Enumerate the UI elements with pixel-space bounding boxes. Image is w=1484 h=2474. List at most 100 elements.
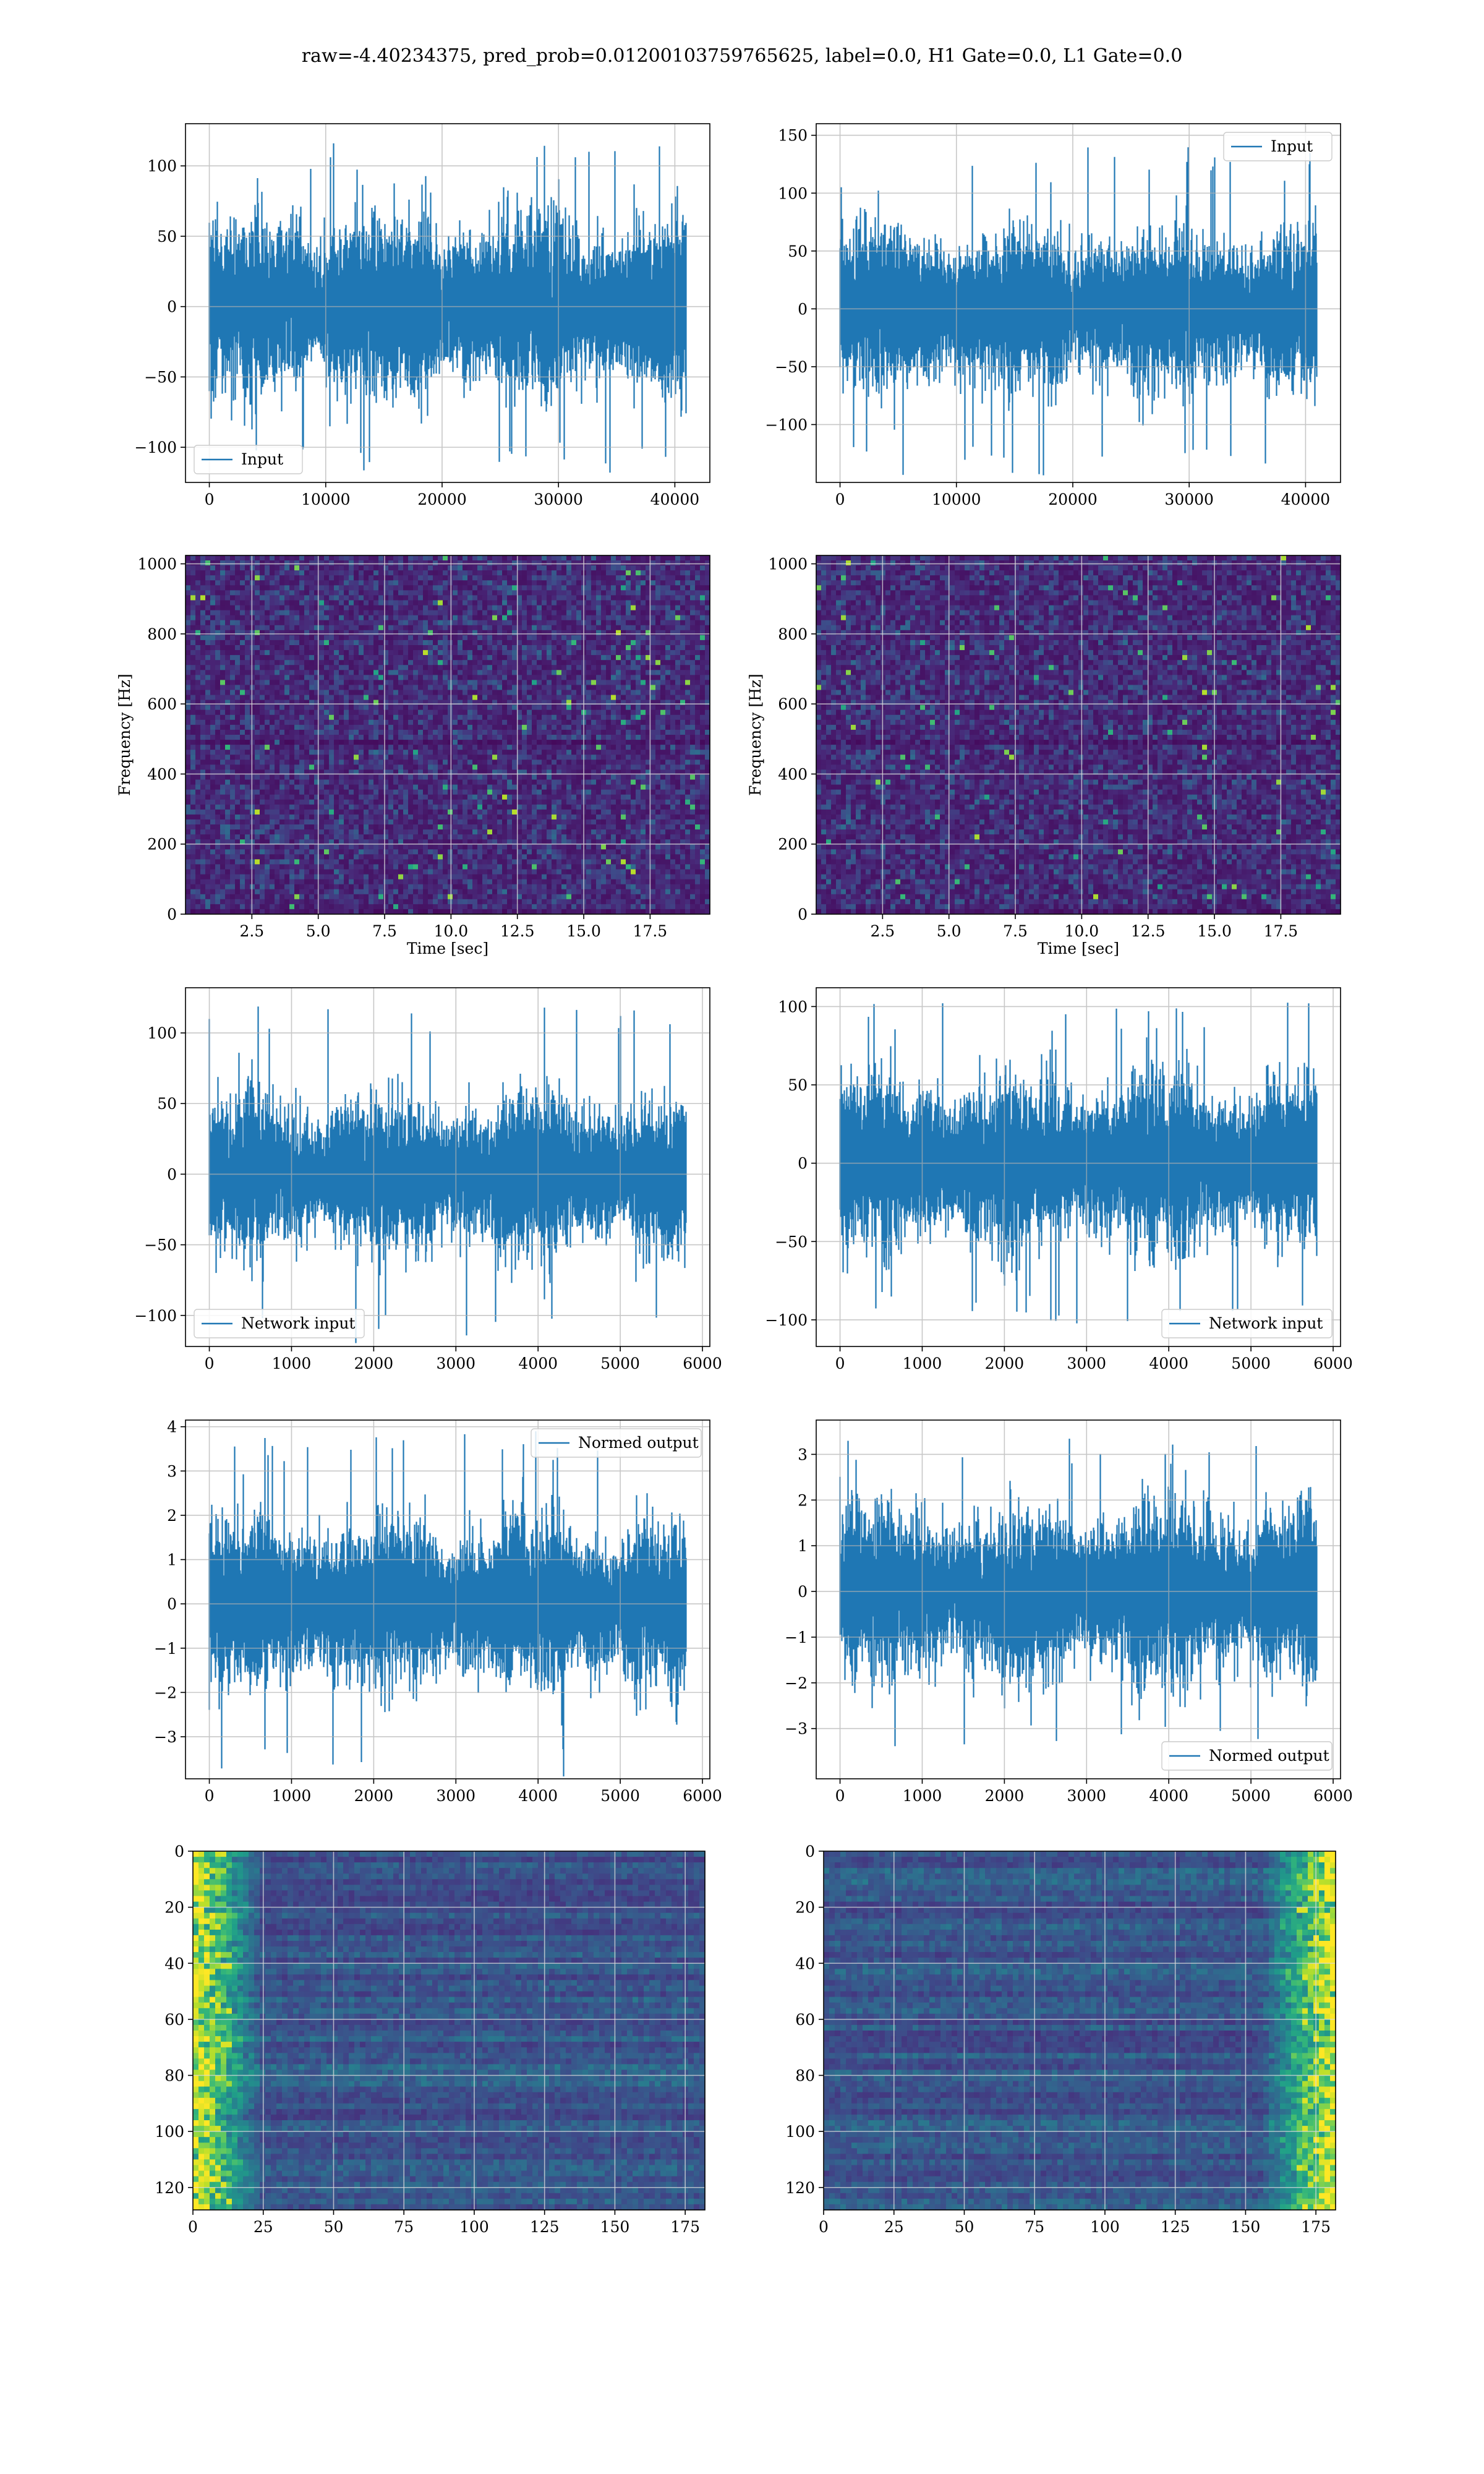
spec-h1-cell — [200, 755, 206, 760]
spec-h1-cell — [388, 769, 394, 776]
spec-h1-cell — [383, 580, 389, 586]
spec-h1-cell — [606, 769, 612, 776]
spec-h1-cell — [695, 695, 701, 701]
spec-h1-cell — [547, 769, 552, 776]
spec-h1-cell — [299, 670, 305, 675]
spec-h1-cell — [220, 635, 226, 641]
spec-h1-cell — [636, 635, 641, 641]
spec-h1-cell — [700, 755, 706, 760]
spec-h1-cell — [373, 670, 379, 675]
spec-h1-cell — [339, 784, 344, 790]
spec-h1-cell — [492, 615, 498, 621]
spec-h1-cell — [507, 755, 513, 760]
spec-h1-cell — [492, 764, 498, 770]
spec-h1-cell — [507, 714, 513, 721]
spec-h1-cell — [220, 565, 226, 571]
spec-h1-cell — [537, 735, 542, 740]
spec-h1-cell — [413, 565, 419, 571]
spec-h1-cell — [275, 660, 280, 666]
spec-h1-cell — [626, 670, 631, 675]
input-l1-grid — [816, 124, 1341, 482]
spec-h1-cell — [646, 635, 651, 641]
spec-h1-cell — [359, 615, 364, 621]
spec-h1-cell — [324, 605, 330, 611]
spec-h1-cell — [255, 600, 260, 606]
spec-h1-cell — [571, 610, 577, 616]
spec-h1-cell — [413, 645, 419, 651]
spec-h1-cell — [354, 585, 359, 591]
spec-h1-cell — [369, 590, 374, 596]
spec-h1-cell — [369, 580, 374, 586]
spec-h1-cell — [596, 675, 602, 680]
spec-h1-cell — [680, 680, 686, 686]
spec-h1-cell — [413, 755, 419, 760]
spec-h1-cell — [690, 685, 696, 691]
spec-h1-cell — [482, 774, 488, 781]
spec-h1-cell — [463, 555, 468, 561]
spec-h1-cell — [210, 724, 216, 730]
spec-h1-cell — [438, 570, 443, 576]
spec-h1-cell — [388, 750, 394, 755]
spec-h1-cell — [556, 745, 562, 750]
spec-h1-cell — [378, 779, 384, 785]
spec-h1-cell — [349, 685, 354, 691]
spec-h1-cell — [690, 655, 696, 661]
spec-h1-cell — [482, 565, 488, 571]
spec-h1-cell — [680, 700, 686, 706]
spec-h1-cell — [279, 760, 285, 765]
spec-h1-cell — [220, 625, 226, 631]
spec-h1-cell — [359, 675, 364, 680]
spec-h1-cell — [611, 610, 616, 616]
spec-h1-cell — [690, 760, 696, 765]
spec-h1-cell — [537, 575, 542, 581]
spec-h1-cell — [487, 700, 493, 706]
spec-h1-cell — [641, 620, 646, 626]
spec-h1-cell — [477, 670, 483, 675]
spec-h1-cell — [576, 610, 582, 616]
spec-h1-cell — [433, 570, 438, 576]
spec-h1-cell — [284, 709, 290, 716]
spec-h1-cell — [586, 625, 592, 631]
spec-h1-cell — [611, 615, 616, 621]
spec-h1-cell — [527, 680, 532, 686]
spec-h1-cell — [299, 630, 305, 636]
spec-h1-cell — [596, 635, 602, 641]
spec-h1-cell — [655, 600, 661, 606]
spec-h1-cell — [591, 605, 597, 611]
spec-h1-cell — [354, 620, 359, 626]
spec-h1-cell — [319, 585, 325, 591]
spec-h1-cell — [537, 755, 542, 760]
spec-h1-cell — [235, 570, 241, 576]
spec-h1-cell — [601, 764, 607, 770]
spec-h1-cell — [655, 670, 661, 675]
spec-h1-cell — [408, 724, 414, 730]
spec-h1-cell — [225, 580, 231, 586]
spec-h1-cell — [675, 700, 681, 706]
spec-h1-cell — [552, 630, 557, 636]
spec-h1-cell — [388, 779, 394, 785]
input-h1-ytick-label-0: −100 — [134, 439, 177, 456]
spec-h1-cell — [205, 650, 211, 656]
spec-h1-cell — [641, 724, 646, 730]
spec-h1-cell — [690, 580, 696, 586]
spec-h1-cell — [700, 680, 706, 686]
spec-h1-cell — [270, 610, 275, 616]
spec-h1-cell — [675, 665, 681, 670]
spec-h1-cell — [680, 724, 686, 730]
spec-h1-cell — [398, 560, 404, 566]
spec-h1-cell — [354, 735, 359, 740]
spec-h1-cell — [670, 595, 676, 601]
spec-h1-cell — [294, 784, 300, 790]
spec-h1-cell — [547, 600, 552, 606]
spec-h1-cell — [616, 709, 621, 716]
spec-h1-cell — [383, 729, 389, 735]
spec-h1-cell — [428, 719, 433, 726]
spec-h1-cell — [270, 670, 275, 675]
spec-h1-cell — [403, 764, 409, 770]
spec-h1-cell — [443, 774, 448, 781]
spec-h1-cell — [655, 755, 661, 760]
spec-h1-cell — [289, 675, 295, 680]
spec-h1-cell — [359, 769, 364, 776]
spec-h1-cell — [665, 735, 671, 740]
spec-h1-cell — [339, 774, 344, 781]
